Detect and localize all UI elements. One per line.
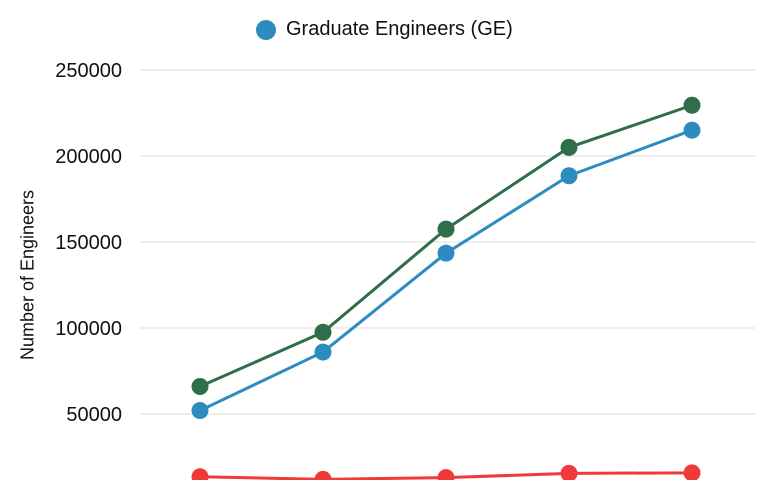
series-2-point-1: [314, 470, 332, 480]
series-1-point-2: [437, 244, 455, 262]
series-0-point-0: [191, 377, 209, 395]
legend-label-ge: Graduate Engineers (GE): [286, 18, 513, 40]
y-axis-label: Number of Engineers: [17, 189, 38, 361]
legend-marker-ge: [256, 19, 276, 40]
gridlines: [140, 69, 755, 415]
y-axis-ticks: 250000 200000 150000 100000 50000: [55, 60, 122, 426]
series-2-point-3: [560, 464, 578, 480]
series-1-point-1: [314, 343, 332, 361]
series-lines: [199, 103, 693, 480]
series-1-point-4: [683, 121, 701, 139]
series-2-point-0: [191, 468, 209, 480]
legend: Graduate Engineers (GE): [256, 18, 513, 41]
series-0-point-1: [314, 323, 332, 341]
y-tick-label: 50000: [66, 404, 122, 426]
series-line-1: [199, 128, 693, 412]
series-1-point-0: [191, 402, 209, 420]
y-tick-label: 150000: [55, 232, 122, 254]
series-points: [191, 96, 701, 480]
series-2-point-4: [683, 464, 701, 480]
series-1-point-3: [560, 167, 578, 185]
y-tick-label: 100000: [55, 318, 122, 340]
series-2-point-2: [437, 469, 455, 480]
series-0-point-3: [560, 138, 578, 156]
series-0-point-4: [683, 96, 701, 114]
y-tick-label: 200000: [55, 146, 122, 168]
series-0-point-2: [437, 220, 455, 238]
y-tick-label: 250000: [55, 60, 122, 82]
